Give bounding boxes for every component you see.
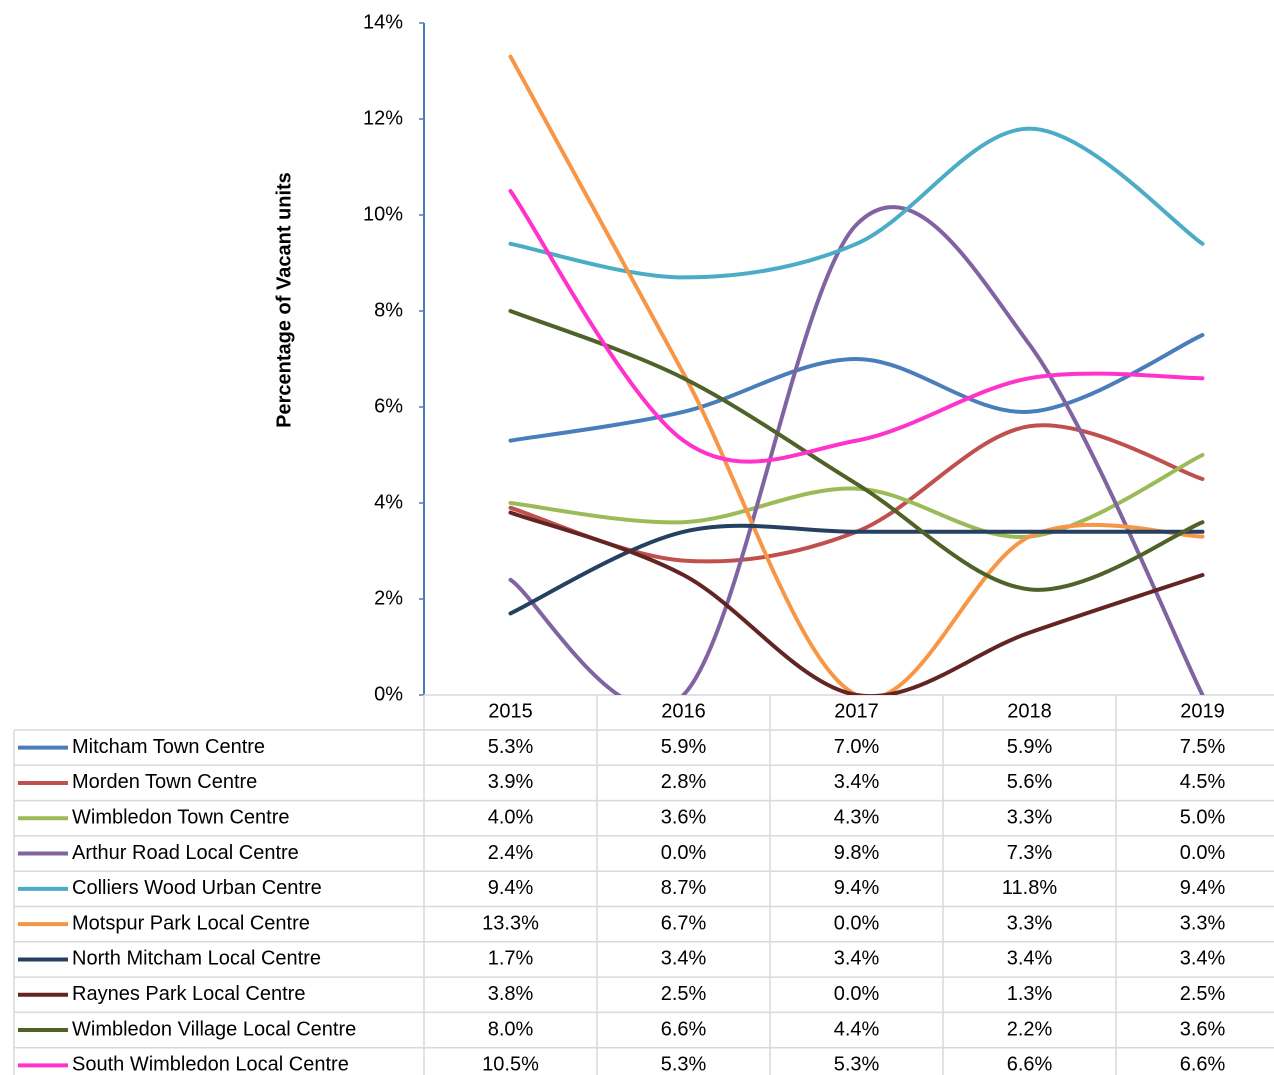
legend-label: Arthur Road Local Centre [72, 842, 299, 864]
series-line [508, 126, 1205, 280]
table-cell: 13.3% [482, 912, 539, 934]
y-tick-label: 8% [374, 299, 403, 321]
plot [508, 54, 1205, 695]
table-cell: 7.3% [1007, 842, 1053, 864]
series-line [508, 189, 1205, 464]
table-cell: 6.7% [661, 912, 707, 934]
table-cell: 2.5% [661, 983, 707, 1005]
y-tick-label: 2% [374, 587, 403, 609]
legend-label: North Mitcham Local Centre [72, 948, 321, 970]
series-line [508, 205, 1205, 695]
table-cell: 2.4% [488, 842, 534, 864]
y-tick-label: 4% [374, 491, 403, 513]
table-cell: 6.6% [1180, 1054, 1226, 1075]
table-cell: 7.0% [834, 736, 880, 758]
series-line [508, 453, 1205, 539]
series-line [508, 523, 1205, 616]
table-cell: 3.4% [834, 771, 880, 793]
legend-label: Wimbledon Village Local Centre [72, 1018, 356, 1040]
y-tick-label: 6% [374, 395, 403, 417]
y-tick-label: 0% [374, 683, 403, 705]
table-cell: 10.5% [482, 1054, 539, 1075]
table-cell: 8.0% [488, 1018, 534, 1040]
table-cell: 5.3% [661, 1054, 707, 1075]
table-cell: 3.9% [488, 771, 534, 793]
y-tick-label: 12% [363, 107, 403, 129]
table-cell: 2.5% [1180, 983, 1226, 1005]
table-cell: 1.7% [488, 948, 534, 970]
x-tick-label: 2019 [1180, 700, 1225, 722]
table-cell: 9.4% [1180, 877, 1226, 899]
table-cell: 0.0% [1180, 842, 1226, 864]
series-line [508, 333, 1205, 443]
x-tick-label: 2016 [661, 700, 706, 722]
y-axis-label: Percentage of Vacant units [273, 172, 295, 428]
table-cell: 2.8% [661, 771, 707, 793]
legend-label: Colliers Wood Urban Centre [72, 877, 322, 899]
table-cell: 3.8% [488, 983, 534, 1005]
table-cell: 9.4% [834, 877, 880, 899]
table-cell: 9.4% [488, 877, 534, 899]
table-cell: 4.3% [834, 807, 880, 829]
table-cell: 0.0% [834, 912, 880, 934]
series-line [508, 309, 1205, 592]
table-cell: 6.6% [661, 1018, 707, 1040]
y-tick-label: 14% [363, 11, 403, 33]
table-cell: 5.3% [834, 1054, 880, 1075]
table-cell: 5.9% [661, 736, 707, 758]
table-cell: 4.5% [1180, 771, 1226, 793]
table-cell: 2.2% [1007, 1018, 1053, 1040]
table-cell: 5.9% [1007, 736, 1053, 758]
table-cell: 3.4% [1007, 948, 1053, 970]
table-cell: 6.6% [1007, 1054, 1053, 1075]
table-cell: 5.3% [488, 736, 534, 758]
x-tick-label: 2015 [488, 700, 533, 722]
legend-label: Morden Town Centre [72, 771, 257, 793]
table-cell: 3.3% [1180, 912, 1226, 934]
series-line [508, 54, 1205, 695]
table-cell: 5.6% [1007, 771, 1053, 793]
table-cell: 3.3% [1007, 912, 1053, 934]
table-cell: 11.8% [1002, 877, 1057, 899]
table-cell: 0.0% [661, 842, 707, 864]
legend-label: Motspur Park Local Centre [72, 912, 310, 934]
series-line [508, 510, 1205, 695]
legend-label: South Wimbledon Local Centre [72, 1054, 349, 1075]
x-tick-label: 2017 [834, 700, 879, 722]
table-cell: 3.4% [834, 948, 880, 970]
table-cell: 3.4% [661, 948, 707, 970]
series-line [508, 423, 1205, 564]
table-cell: 5.0% [1180, 807, 1226, 829]
table-cell: 1.3% [1007, 983, 1053, 1005]
table-cell: 9.8% [834, 842, 880, 864]
legend-label: Wimbledon Town Centre [72, 807, 290, 829]
x-tick-label: 2018 [1007, 700, 1052, 722]
legend-label: Raynes Park Local Centre [72, 983, 305, 1005]
y-tick-label: 10% [363, 203, 403, 225]
table-cell: 4.0% [488, 807, 534, 829]
table-cell: 3.6% [1180, 1018, 1226, 1040]
legend-label: Mitcham Town Centre [72, 736, 265, 758]
table-cell: 3.4% [1180, 948, 1226, 970]
table-cell: 7.5% [1180, 736, 1226, 758]
table-cell: 4.4% [834, 1018, 880, 1040]
table-cell: 0.0% [834, 983, 880, 1005]
table-cell: 3.3% [1007, 807, 1053, 829]
table-cell: 3.6% [661, 807, 707, 829]
table-cell: 8.7% [661, 877, 707, 899]
